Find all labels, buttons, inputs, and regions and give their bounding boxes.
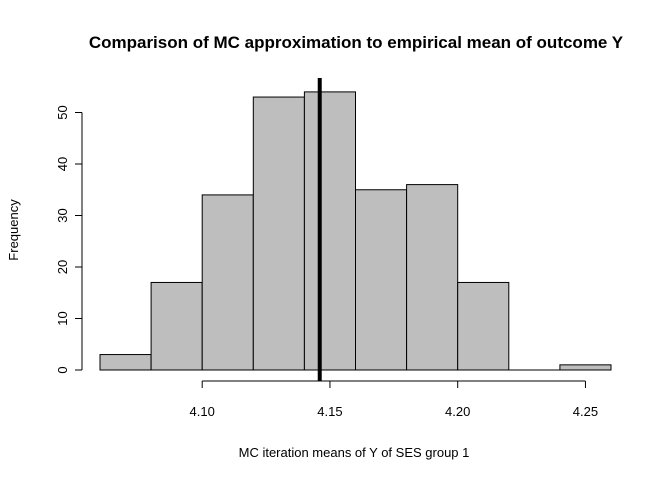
x-tick-label-3: 4.20 [445,404,470,419]
x-tick-label-1: 4.10 [190,404,215,419]
histogram-bars [99,91,612,371]
y-tick-label-3: 20 [55,260,70,274]
x-axis-label: MC iteration means of Y of SES group 1 [239,445,470,460]
y-tick-label-5: 40 [55,157,70,171]
histogram-bar-1 [99,354,152,371]
histogram-bar-8 [457,281,510,371]
histogram-bar-10 [559,364,612,371]
histogram-bar-6 [355,189,408,371]
histogram-bar-3 [201,194,254,371]
x-tick-label-4: 4.25 [573,404,598,419]
y-axis-label: Frequency [6,199,21,261]
histogram-bar-7 [406,184,459,371]
y-tick-label-2: 10 [55,311,70,325]
y-tick-label-1: 0 [55,366,70,373]
histogram-bar-5 [303,91,356,371]
chart-title: Comparison of MC approximation to empiri… [89,33,624,52]
y-tick-label-6: 50 [55,105,70,119]
y-tick-label-4: 30 [55,208,70,222]
y-axis: 0 10 20 30 40 50 [55,105,83,374]
x-axis: 4.10 4.15 4.20 4.25 [190,380,598,419]
x-tick-label-2: 4.15 [317,404,342,419]
histogram-bar-4 [252,96,305,371]
histogram-bar-2 [150,281,203,371]
